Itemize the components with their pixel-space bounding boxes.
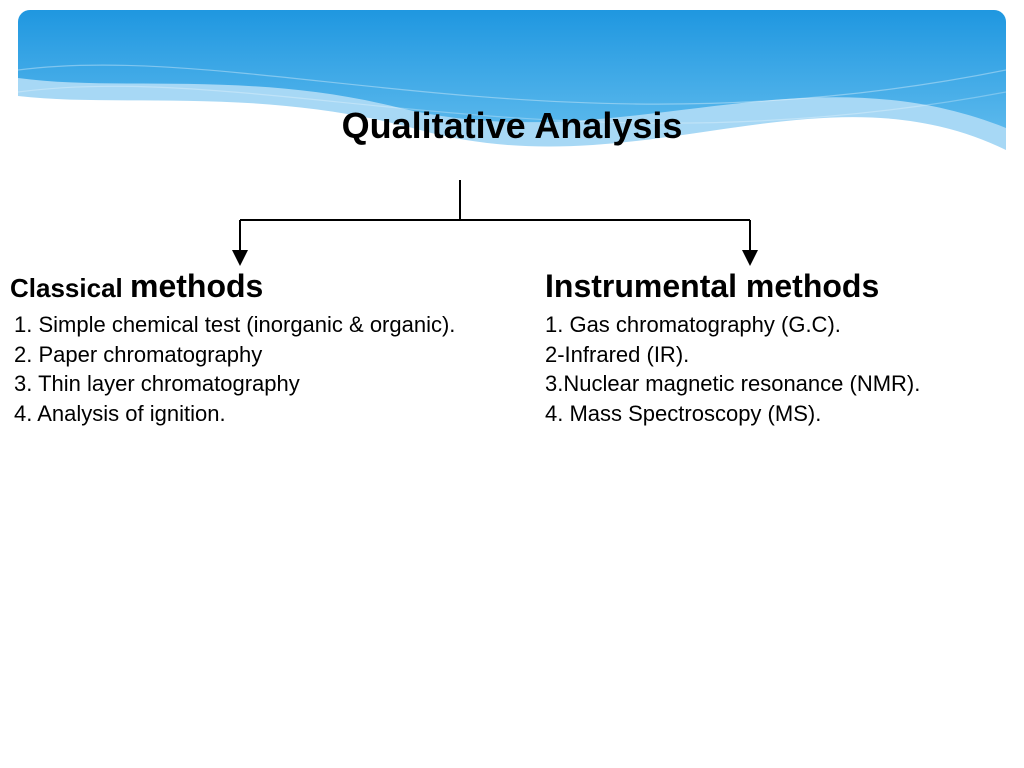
classical-list: 1. Simple chemical test (inorganic & org…: [14, 310, 455, 429]
heading-instrumental-text: Instrumental methods: [545, 268, 879, 304]
list-item: 2-Infrared (IR).: [545, 340, 920, 370]
tree-arrows: [0, 180, 1024, 270]
heading-classical-small: Classical: [10, 273, 130, 303]
list-item: 4. Analysis of ignition.: [14, 399, 455, 429]
list-item: 3. Thin layer chromatography: [14, 369, 455, 399]
list-item: 3.Nuclear magnetic resonance (NMR).: [545, 369, 920, 399]
list-item: 2. Paper chromatography: [14, 340, 455, 370]
heading-classical-large: methods: [130, 268, 263, 304]
slide-title: Qualitative Analysis: [0, 105, 1024, 147]
list-item: 1. Simple chemical test (inorganic & org…: [14, 310, 455, 340]
instrumental-list: 1. Gas chromatography (G.C). 2-Infrared …: [545, 310, 920, 429]
list-item: 1. Gas chromatography (G.C).: [545, 310, 920, 340]
heading-instrumental: Instrumental methods: [545, 268, 879, 305]
list-item: 4. Mass Spectroscopy (MS).: [545, 399, 920, 429]
slide: Qualitative Analysis Classical methods 1…: [0, 0, 1024, 768]
heading-classical: Classical methods: [10, 268, 263, 305]
